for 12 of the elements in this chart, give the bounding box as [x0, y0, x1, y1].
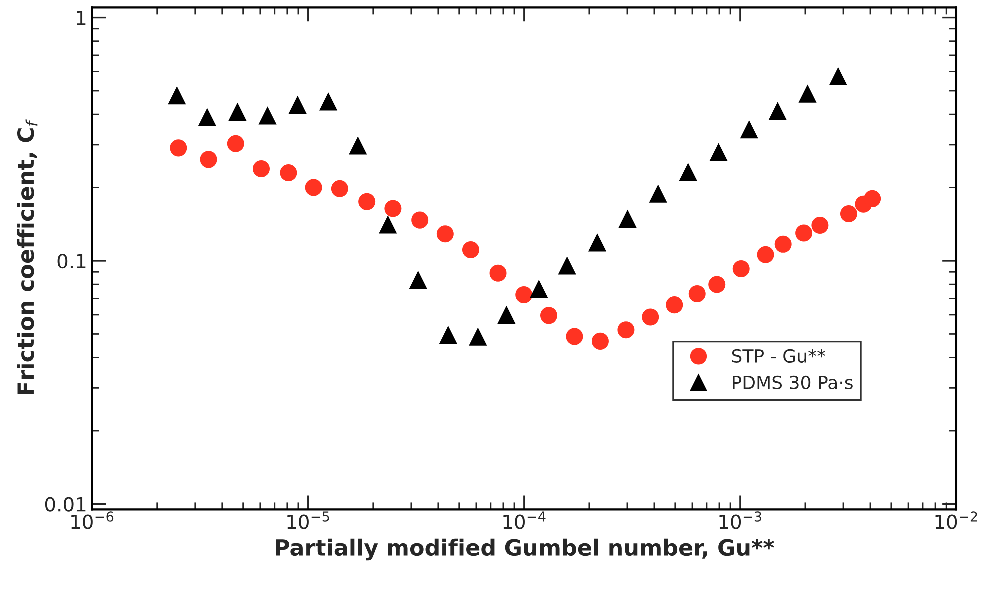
y-tick-label: 0.01 — [45, 497, 86, 512]
y-tick-label: 1 — [77, 11, 86, 26]
y-tick-label: 0.1 — [58, 254, 86, 269]
x-tick-label: 10$^{−5}$ — [288, 512, 330, 530]
x-tick-label: 10$^{−3}$ — [720, 512, 762, 530]
x-tick-label: 10$^{−2}$ — [936, 512, 978, 530]
x-axis-title: Partially modified Gumbel number, Gu** — [276, 538, 774, 561]
y-axis-title: Friction coefficient, C$_{f}$ — [17, 120, 38, 394]
x-tick-label: 10$^{−4}$ — [504, 512, 546, 530]
legend-label: PDMS 30 Pa·s — [733, 376, 853, 390]
legend-label: STP - Gu** — [732, 349, 826, 364]
x-tick-label: 10$^{−6}$ — [72, 512, 114, 530]
